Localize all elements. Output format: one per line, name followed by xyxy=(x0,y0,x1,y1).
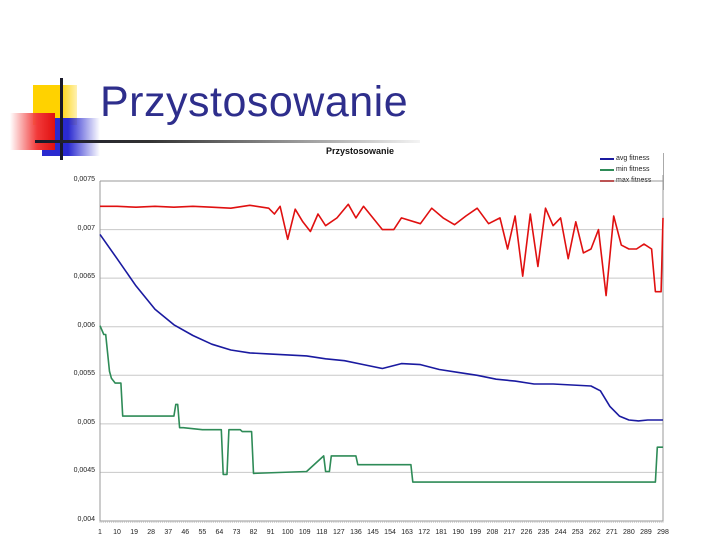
y-tick-label: 0,0055 xyxy=(73,370,95,378)
x-tick-label: 91 xyxy=(266,529,275,536)
x-tick-label: 100 xyxy=(281,529,294,536)
x-tick-label: 172 xyxy=(418,529,430,536)
x-tick-label: 136 xyxy=(350,529,362,536)
x-tick-label: 19 xyxy=(130,529,139,536)
x-tick-label: 235 xyxy=(537,529,550,536)
x-tick-label: 10 xyxy=(113,529,121,536)
decor-horizontal-rule xyxy=(35,140,420,143)
x-tick-label: 262 xyxy=(588,529,601,536)
x-tick-label: 280 xyxy=(623,529,635,536)
x-tick-label: 73 xyxy=(232,529,241,536)
slide-title: Przystosowanie xyxy=(100,78,409,126)
series-line-min-fitness xyxy=(99,325,663,483)
y-tick-label: 0,0045 xyxy=(73,467,95,475)
x-tick-label: 64 xyxy=(215,529,224,536)
x-tick-label: 217 xyxy=(503,529,516,536)
legend-item: avg fitness xyxy=(600,153,663,164)
series-line-max-fitness xyxy=(100,203,664,297)
legend-label: min fitness xyxy=(616,166,650,173)
x-tick-label: 163 xyxy=(401,529,413,536)
x-tick-label: 253 xyxy=(571,529,584,536)
decor-red-square xyxy=(10,113,55,150)
x-tick-label: 226 xyxy=(520,529,533,536)
y-tick-label: 0,006 xyxy=(77,321,95,329)
x-tick-label: 208 xyxy=(486,529,499,536)
legend-item: min fitness xyxy=(600,164,663,175)
decor-vertical-line xyxy=(60,78,63,160)
x-tick-label: 199 xyxy=(469,529,482,536)
y-tick-label: 0,005 xyxy=(77,418,95,426)
legend-swatch xyxy=(600,157,614,160)
x-tick-label: 46 xyxy=(181,529,190,536)
x-tick-label: 118 xyxy=(316,529,328,536)
x-tick-label: 190 xyxy=(452,529,465,536)
x-tick-label: 271 xyxy=(605,529,618,536)
x-tick-label: 37 xyxy=(164,529,173,536)
x-tick-label: 244 xyxy=(554,529,567,536)
legend-label: avg fitness xyxy=(616,155,650,162)
x-tick-label: 154 xyxy=(384,529,396,536)
x-tick-label: 1 xyxy=(98,529,102,536)
axes xyxy=(99,175,664,522)
legend-swatch xyxy=(600,168,614,171)
y-tick-label: 0,007 xyxy=(77,224,95,232)
y-tick-label: 0,0075 xyxy=(73,176,95,183)
x-tick-label: 145 xyxy=(367,529,379,536)
x-tick-label: 109 xyxy=(298,529,311,536)
x-tick-label: 28 xyxy=(147,529,156,536)
chart-title: Przystosowanie xyxy=(325,146,395,156)
x-tick-label: 55 xyxy=(198,529,207,536)
x-tick-label: 298 xyxy=(657,529,669,536)
x-tick-label: 181 xyxy=(435,529,448,536)
y-tick-label: 0,004 xyxy=(77,516,95,523)
y-tick-label: 0,0065 xyxy=(73,273,95,281)
x-tick-label: 82 xyxy=(249,529,258,536)
x-tick-label: 127 xyxy=(333,529,345,536)
series-line-avg-fitness xyxy=(99,233,663,422)
x-tick-label: 289 xyxy=(640,529,652,536)
